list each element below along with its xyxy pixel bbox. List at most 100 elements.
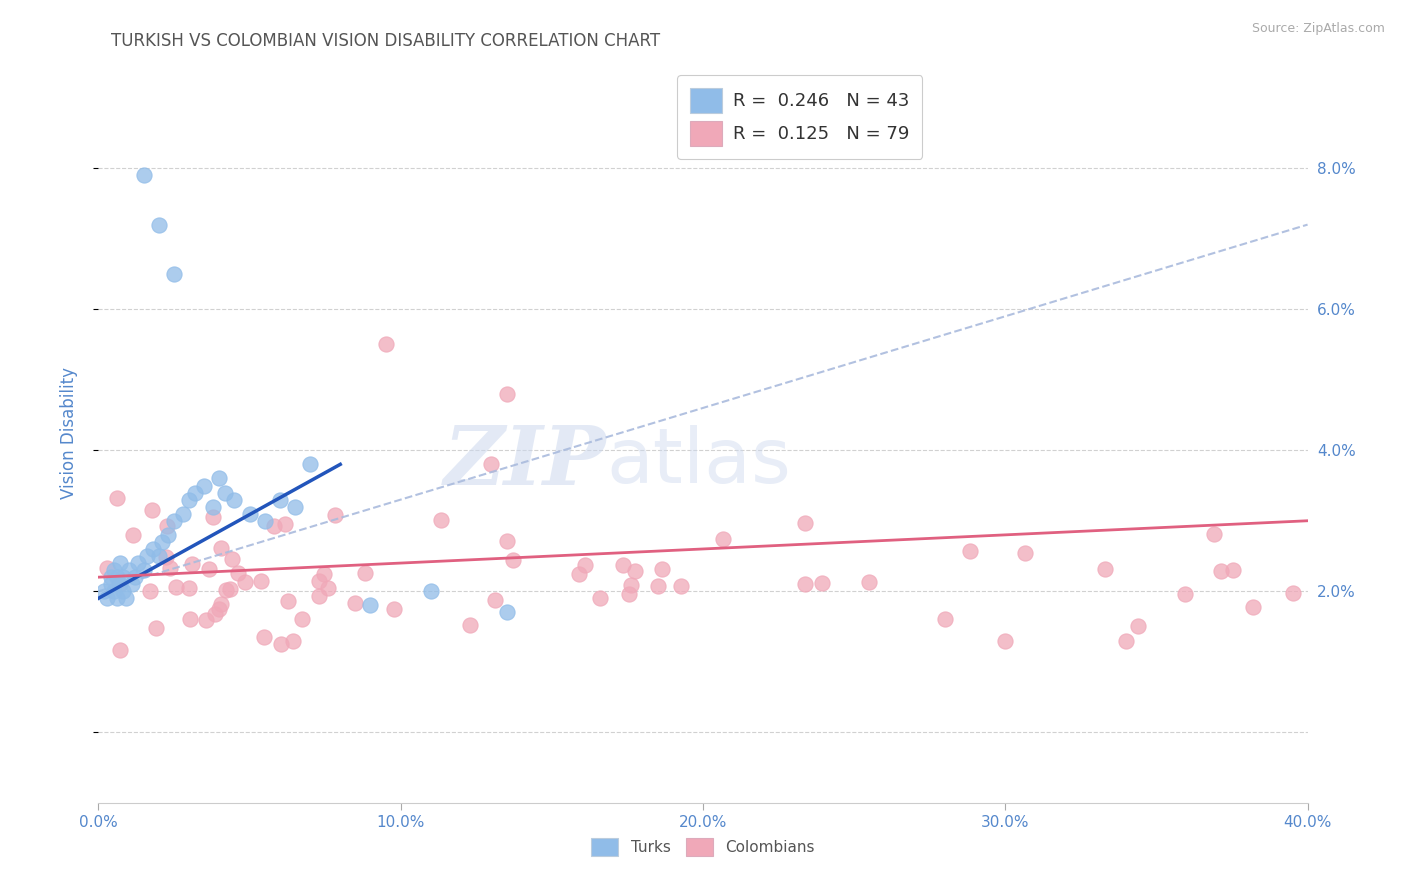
Point: [177, 581, 200, 595]
Point: [135, 549, 157, 563]
Point: [318, 581, 340, 595]
Point: [1281, 586, 1303, 600]
Point: [793, 576, 815, 591]
Point: [208, 471, 231, 485]
Point: [204, 607, 226, 622]
Point: [142, 541, 165, 556]
Point: [100, 577, 122, 591]
Point: [219, 582, 242, 596]
Point: [495, 606, 517, 620]
Point: [193, 478, 215, 492]
Point: [163, 267, 186, 281]
Point: [108, 643, 131, 657]
Point: [343, 596, 366, 610]
Legend: R =  0.246   N = 43, R =  0.125   N = 79: R = 0.246 N = 43, R = 0.125 N = 79: [678, 75, 922, 159]
Point: [858, 575, 880, 590]
Point: [299, 458, 322, 472]
Text: atlas: atlas: [606, 425, 792, 500]
Point: [420, 584, 443, 599]
Point: [155, 550, 177, 565]
Point: [1014, 546, 1036, 560]
Point: [502, 552, 524, 566]
Point: [382, 601, 405, 615]
Point: [118, 563, 141, 577]
Point: [108, 577, 131, 591]
Point: [127, 556, 149, 570]
Point: [574, 558, 596, 573]
Point: [270, 637, 292, 651]
Point: [253, 631, 276, 645]
Point: [647, 579, 669, 593]
Point: [148, 549, 170, 563]
Point: [103, 584, 125, 599]
Point: [96, 591, 118, 606]
Point: [141, 502, 163, 516]
Point: [105, 491, 128, 505]
Point: [114, 591, 136, 606]
Point: [277, 593, 299, 607]
Point: [132, 563, 155, 577]
Point: [226, 566, 249, 581]
Point: [253, 514, 276, 528]
Point: [484, 593, 506, 607]
Point: [111, 584, 134, 599]
Point: [495, 387, 517, 401]
Point: [122, 528, 145, 542]
Point: [496, 534, 519, 549]
Y-axis label: Vision Disability: Vision Disability: [59, 367, 77, 499]
Point: [179, 492, 201, 507]
Point: [214, 485, 236, 500]
Point: [224, 492, 246, 507]
Point: [209, 541, 232, 555]
Point: [269, 492, 291, 507]
Point: [108, 556, 131, 570]
Point: [263, 518, 285, 533]
Point: [121, 577, 143, 591]
Point: [458, 618, 481, 632]
Point: [105, 570, 128, 584]
Point: [111, 570, 134, 584]
Point: [163, 514, 186, 528]
Text: TURKISH VS COLOMBIAN VISION DISABILITY CORRELATION CHART: TURKISH VS COLOMBIAN VISION DISABILITY C…: [111, 32, 659, 50]
Point: [794, 516, 817, 531]
Point: [124, 570, 146, 584]
Point: [165, 580, 187, 594]
Point: [107, 576, 129, 591]
Legend: Turks, Colombians: Turks, Colombians: [585, 832, 821, 862]
Point: [159, 560, 181, 574]
Point: [360, 599, 382, 613]
Point: [1202, 527, 1225, 541]
Point: [198, 562, 221, 576]
Point: [1241, 600, 1264, 615]
Point: [312, 566, 335, 581]
Point: [811, 576, 834, 591]
Point: [105, 591, 128, 606]
Point: [172, 507, 194, 521]
Point: [250, 574, 273, 588]
Point: [589, 591, 612, 605]
Point: [215, 583, 238, 598]
Point: [481, 458, 503, 472]
Point: [994, 633, 1017, 648]
Point: [221, 552, 243, 566]
Point: [103, 563, 125, 577]
Point: [619, 587, 641, 601]
Point: [374, 337, 396, 351]
Point: [184, 485, 207, 500]
Point: [202, 500, 225, 514]
Point: [1094, 562, 1116, 576]
Point: [150, 535, 173, 549]
Point: [1209, 564, 1232, 578]
Point: [139, 583, 162, 598]
Point: [308, 589, 330, 603]
Point: [308, 574, 330, 588]
Point: [233, 574, 256, 589]
Point: [1174, 587, 1197, 601]
Point: [429, 513, 451, 527]
Point: [283, 633, 305, 648]
Point: [612, 558, 634, 573]
Point: [651, 562, 673, 576]
Point: [179, 612, 201, 626]
Point: [148, 218, 170, 232]
Point: [959, 544, 981, 558]
